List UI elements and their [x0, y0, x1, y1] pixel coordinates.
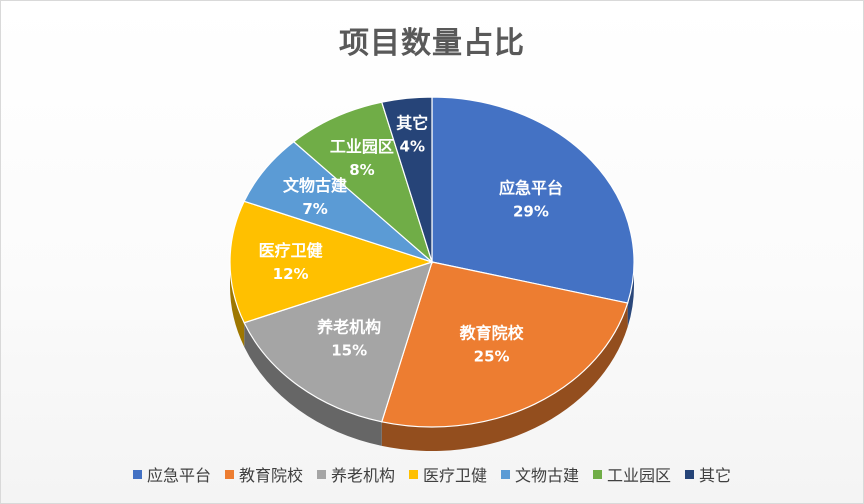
legend-label: 工业园区 [607, 466, 672, 485]
legend-item[interactable]: 工业园区 [593, 462, 671, 486]
legend-swatch [501, 469, 510, 479]
legend-item[interactable]: 养老机构 [316, 462, 395, 486]
data-label-percent: 15% [331, 342, 367, 360]
legend-swatch [593, 469, 603, 479]
data-label-percent: 7% [302, 200, 327, 218]
pie-side-教育院校 [381, 303, 628, 451]
legend-swatch [224, 469, 234, 479]
data-label-category: 工业园区 [330, 137, 394, 156]
legend-item[interactable]: 教育院校 [224, 462, 303, 486]
legend-label: 医疗卫健 [422, 466, 487, 485]
pie-side-应急平台 [627, 262, 634, 328]
data-label-category: 养老机构 [316, 318, 381, 337]
legend-label: 教育院校 [238, 466, 303, 485]
data-label-percent: 4% [400, 137, 425, 155]
data-label-category: 教育院校 [460, 323, 525, 342]
legend-label: 其它 [699, 466, 732, 485]
pie-slice-养老机构[interactable] [243, 261, 433, 423]
pie-slice-教育院校[interactable] [380, 261, 629, 428]
pie-slice-应急平台[interactable] [431, 96, 635, 304]
chart-title: 项目数量占比 [339, 26, 525, 61]
legend-swatch [316, 469, 326, 479]
data-label-category: 其它 [396, 113, 428, 132]
data-label-category: 文物古建 [283, 176, 347, 195]
legend-label: 应急平台 [146, 466, 211, 485]
legend-swatch [132, 469, 142, 479]
pie-slice-医疗卫健[interactable] [229, 200, 434, 324]
legend-swatch [685, 469, 695, 479]
pie-slice-其它[interactable] [380, 96, 433, 263]
pie-slice-工业园区[interactable] [292, 101, 434, 264]
legend-item[interactable]: 医疗卫健 [408, 462, 487, 486]
data-label-percent: 25% [474, 347, 510, 365]
data-label-category: 应急平台 [499, 178, 563, 197]
data-label-category: 医疗卫健 [259, 241, 323, 260]
data-label-percent: 12% [273, 265, 309, 283]
legend-swatch [408, 469, 418, 479]
data-label-percent: 8% [349, 161, 374, 179]
data-label-percent: 29% [513, 202, 549, 220]
legend-label: 文物古建 [515, 466, 580, 485]
chart-legend: 应急平台 教育院校 养老机构 医疗卫健 文物古建 工业园区 其它 [62, 459, 802, 489]
legend-item[interactable]: 文物古建 [501, 462, 579, 486]
pie-side-养老机构 [244, 322, 382, 446]
legend-label: 养老机构 [330, 466, 395, 485]
legend-item[interactable]: 应急平台 [132, 462, 211, 486]
pie-side-医疗卫健 [230, 262, 245, 347]
legend-item[interactable]: 其它 [685, 462, 731, 486]
